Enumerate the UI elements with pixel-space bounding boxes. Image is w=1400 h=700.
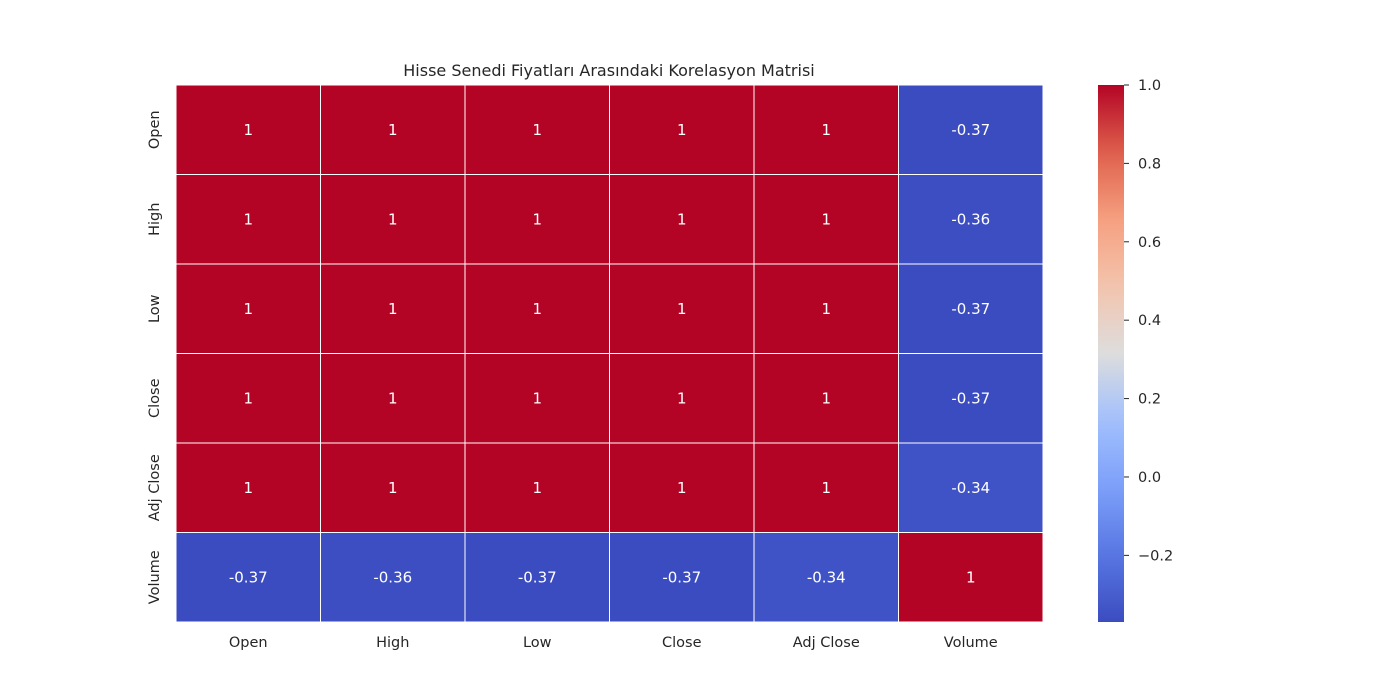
cell-value-label: -0.37: [951, 389, 990, 407]
y-tick-label: Adj Close: [147, 454, 163, 521]
heatmap-cell: [175, 84, 321, 175]
colorbar-tick-label: −0.2: [1138, 548, 1173, 564]
cell-value-label: 1: [243, 300, 253, 318]
colorbar: [1098, 85, 1124, 622]
cell-value-label: -0.36: [373, 568, 412, 586]
cell-value-label: 1: [532, 121, 542, 139]
cell-value-label: 1: [243, 121, 253, 139]
x-axis-ticks: Open High Low Close Adj Close Volume: [229, 635, 998, 651]
heatmap-cell: [609, 442, 755, 533]
cell-value-label: -0.37: [229, 568, 268, 586]
cell-value-label: 1: [821, 300, 831, 318]
heatmap-cell: [464, 442, 610, 533]
heatmap-cell: [898, 353, 1044, 444]
cell-value-label: 1: [677, 300, 687, 318]
x-tick-label: Open: [229, 635, 268, 651]
x-tick-label: Adj Close: [793, 635, 860, 651]
y-axis-ticks: Open High Low Close Adj Close Volume: [147, 110, 163, 604]
cell-value-label: 1: [821, 389, 831, 407]
colorbar-tick-label: 0.8: [1138, 156, 1161, 172]
heatmap-cell: [175, 442, 321, 533]
heatmap-cell: [320, 263, 466, 354]
heatmap-cell: [175, 353, 321, 444]
cell-value-label: 1: [243, 479, 253, 497]
cell-value-label: 1: [532, 479, 542, 497]
x-tick-label: Low: [523, 635, 552, 651]
heatmap-cell: [753, 263, 899, 354]
heatmap-cell: [753, 353, 899, 444]
heatmap-cell: [175, 532, 321, 623]
cell-value-label: 1: [388, 300, 398, 318]
heatmap-cell: [898, 84, 1044, 175]
cell-value-label: -0.37: [518, 568, 557, 586]
heatmap-cell: [320, 174, 466, 265]
heatmap-cell: [898, 263, 1044, 354]
heatmap-cell: [464, 84, 610, 175]
cell-value-label: 1: [388, 479, 398, 497]
heatmap-cell: [898, 442, 1044, 533]
y-tick-label: High: [147, 203, 163, 236]
x-tick-label: Volume: [944, 635, 998, 651]
cell-value-label: 1: [821, 121, 831, 139]
cell-value-label: 1: [677, 121, 687, 139]
heatmap-cells: [175, 84, 1044, 623]
cell-value-label: 1: [532, 210, 542, 228]
heatmap-cell: [609, 263, 755, 354]
colorbar-tick-label: 0.6: [1138, 235, 1161, 251]
y-tick-label: Open: [147, 110, 163, 149]
heatmap-cell: [753, 532, 899, 623]
x-tick-label: Close: [662, 635, 702, 651]
heatmap-cell: [320, 353, 466, 444]
heatmap-cell: [609, 532, 755, 623]
heatmap-cell: [753, 84, 899, 175]
colorbar-tick-label: 1.0: [1138, 78, 1161, 94]
y-tick-label: Volume: [147, 550, 163, 604]
chart-title: Hisse Senedi Fiyatları Arasındaki Korela…: [403, 61, 814, 80]
cell-value-label: 1: [821, 210, 831, 228]
heatmap-cell: [898, 532, 1044, 623]
heatmap-cell: [898, 174, 1044, 265]
cell-value-label: 1: [532, 300, 542, 318]
cell-value-label: -0.34: [951, 479, 990, 497]
x-tick-label: High: [376, 635, 409, 651]
cell-value-label: 1: [677, 210, 687, 228]
y-tick-label: Close: [147, 378, 163, 418]
cell-value-label: -0.36: [951, 210, 990, 228]
heatmap-cell: [609, 84, 755, 175]
heatmap-cell: [609, 174, 755, 265]
cell-value-label: 1: [388, 210, 398, 228]
heatmap-cell: [753, 442, 899, 533]
colorbar-ticks: 1.0 0.8 0.6 0.4 0.2 0.0 −0.2: [1124, 78, 1173, 564]
cell-value-label: 1: [677, 389, 687, 407]
heatmap-cell: [464, 263, 610, 354]
colorbar-tick-label: 0.4: [1138, 313, 1161, 329]
cell-value-label: 1: [677, 479, 687, 497]
cell-value-label: 1: [966, 568, 976, 586]
y-tick-label: Low: [147, 294, 163, 323]
heatmap-cell: [320, 84, 466, 175]
cell-value-label: -0.37: [951, 121, 990, 139]
cell-value-label: 1: [243, 389, 253, 407]
heatmap-cell: [609, 353, 755, 444]
colorbar-tick-label: 0.2: [1138, 392, 1161, 408]
cell-value-label: 1: [388, 389, 398, 407]
heatmap-cell: [464, 353, 610, 444]
heatmap-cell-labels: 1 1 1 1 1 -0.37 1 1 1 1 1 -0.36 1 1 1 1 1 -0.37 1 1 1 1 1 -0.37…: [229, 121, 990, 587]
cell-value-label: 1: [532, 389, 542, 407]
heatmap-cell: [175, 263, 321, 354]
cell-value-label: -0.37: [662, 568, 701, 586]
cell-value-label: -0.34: [807, 568, 846, 586]
cell-value-label: -0.37: [951, 300, 990, 318]
colorbar-tick-label: 0.0: [1138, 470, 1161, 486]
cell-value-label: 1: [821, 479, 831, 497]
cell-value-label: 1: [388, 121, 398, 139]
cell-value-label: 1: [243, 210, 253, 228]
